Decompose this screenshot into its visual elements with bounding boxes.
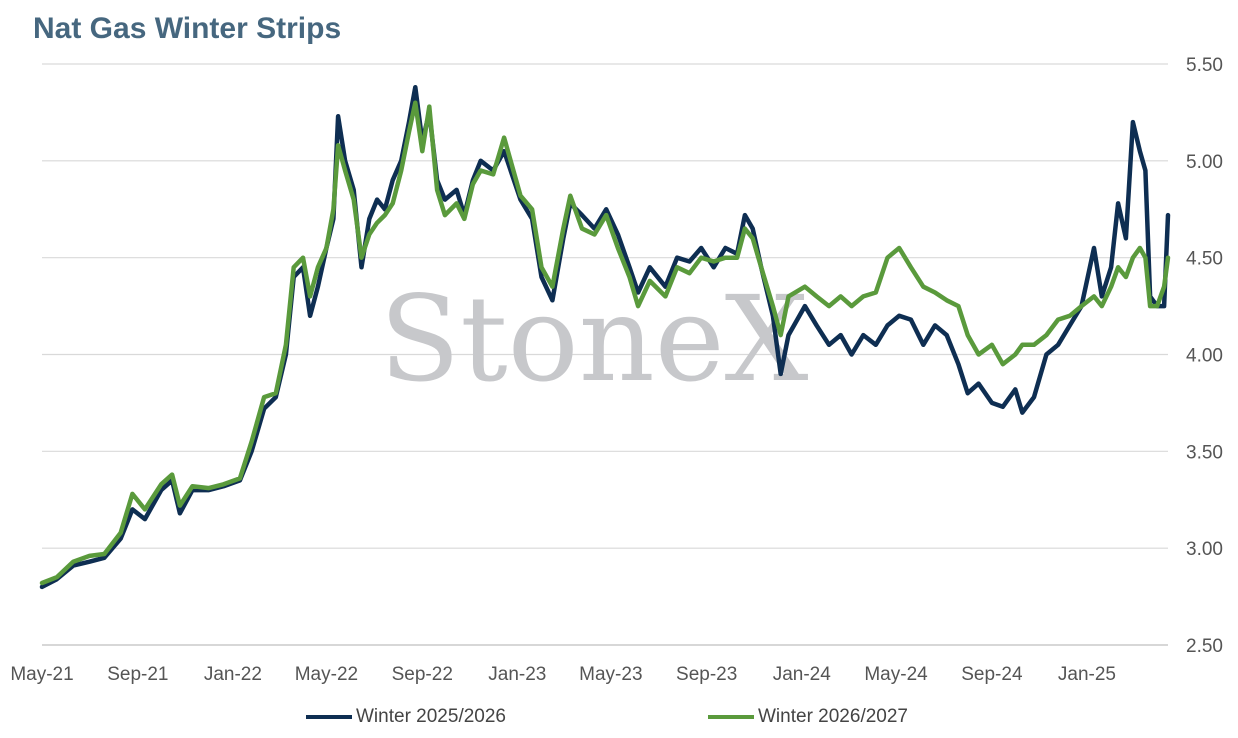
x-tick-label: May-21: [10, 664, 73, 685]
x-tick-label: Sep-21: [107, 664, 168, 685]
x-tick-label: May-23: [579, 664, 642, 685]
x-tick-label: May-22: [295, 664, 358, 685]
x-tick-label: Sep-23: [676, 664, 737, 685]
y-tick-label: 5.00: [1186, 152, 1223, 173]
y-axis-ticks: 2.50 3.00 3.50 4.00 4.50 5.00 5.50: [1186, 55, 1223, 657]
x-tick-label: Sep-24: [961, 664, 1023, 685]
legend-label-series-2: Winter 2026/2027: [758, 706, 908, 727]
x-tick-label: Jan-25: [1058, 664, 1116, 685]
x-tick-label: Jan-23: [488, 664, 546, 685]
legend-swatch-series-1: [306, 715, 352, 719]
series-line-2: [39, 100, 1171, 586]
y-tick-label: 2.50: [1186, 636, 1223, 657]
legend-swatch-series-2: [708, 715, 754, 719]
x-tick-label: Jan-24: [773, 664, 832, 685]
legend-item-series-1: Winter 2025/2026: [306, 706, 506, 728]
y-tick-label: 3.50: [1186, 442, 1223, 463]
legend-item-series-2: Winter 2026/2027: [708, 706, 908, 728]
x-tick-label: Jan-22: [204, 664, 262, 685]
gridlines: [42, 63, 1168, 646]
stonex-watermark: StoneX: [379, 270, 808, 408]
y-tick-label: 5.50: [1186, 55, 1223, 76]
x-axis-ticks: May-21 Sep-21 Jan-22 May-22 Sep-22 Jan-23 May-…: [10, 664, 1116, 685]
chart-title: Nat Gas Winter Strips: [33, 12, 342, 45]
y-tick-label: 4.50: [1186, 249, 1223, 270]
y-tick-label: 4.00: [1186, 346, 1223, 367]
x-tick-label: Sep-22: [392, 664, 453, 685]
x-tick-label: May-24: [864, 664, 928, 685]
y-tick-label: 3.00: [1186, 539, 1223, 560]
legend: Winter 2025/2026 Winter 2026/2027: [0, 706, 1238, 732]
series-lines: [39, 84, 1171, 590]
legend-label-series-1: Winter 2025/2026: [356, 706, 506, 727]
